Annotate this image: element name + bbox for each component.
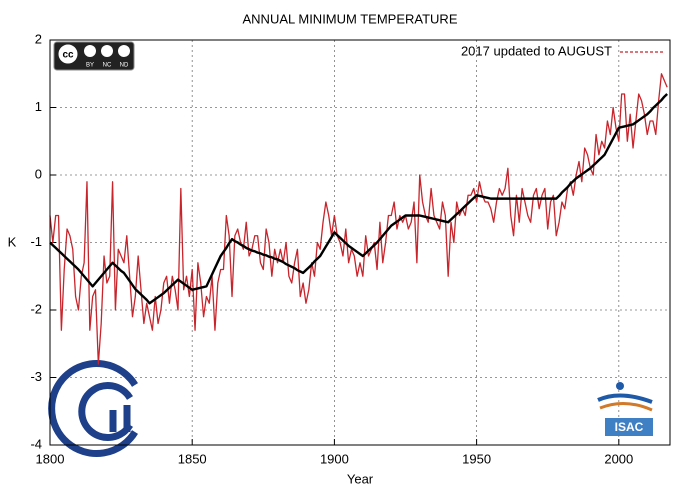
plot-frame	[49, 39, 671, 446]
isac-wave	[597, 393, 653, 404]
isac-logo: ISAC	[597, 382, 653, 436]
marks	[49, 73, 668, 365]
cc-label: NC	[103, 63, 112, 69]
y-tick-label: 1	[35, 99, 42, 114]
cc-label: BY	[86, 63, 94, 69]
cnr-logo	[48, 360, 138, 457]
cc-label: ND	[120, 63, 129, 69]
cnr-bars	[109, 405, 131, 432]
cc-icon	[101, 45, 113, 57]
y-tick-label: 2	[35, 31, 42, 46]
series-line	[49, 73, 668, 365]
x-tick-label: 1950	[462, 451, 491, 466]
cc-icon	[84, 45, 96, 57]
y-tick-label: -2	[30, 301, 42, 316]
y-tick-label: -4	[30, 436, 42, 451]
cc-icon	[118, 45, 130, 57]
isac-dot	[616, 382, 624, 390]
legend-label: 2017 updated to AUGUST	[461, 43, 612, 58]
isac-wave	[599, 402, 653, 412]
cc-text: cc	[62, 50, 74, 61]
x-tick-label: 1850	[178, 451, 207, 466]
isac-box	[605, 418, 653, 436]
cc-circle	[57, 43, 79, 65]
y-tick-label: -1	[30, 234, 42, 249]
cnr-arc	[78, 382, 133, 441]
x-tick-label: 2000	[604, 451, 633, 466]
cnr-arc	[48, 360, 138, 457]
series-line	[49, 93, 668, 305]
y-axis-label: K	[8, 234, 17, 249]
y-tick-label: 0	[35, 166, 42, 181]
chart-title: ANNUAL MINIMUM TEMPERATURE	[243, 11, 458, 26]
y-tick-label: -3	[30, 369, 42, 384]
isac-text: ISAC	[615, 420, 644, 434]
x-axis-label: Year	[347, 471, 374, 486]
logos: cc BY NC ND ISAC	[48, 41, 653, 457]
legend: 2017 updated to AUGUST	[461, 43, 664, 58]
x-tick-label: 1800	[36, 451, 65, 466]
x-tick-label: 1900	[320, 451, 349, 466]
